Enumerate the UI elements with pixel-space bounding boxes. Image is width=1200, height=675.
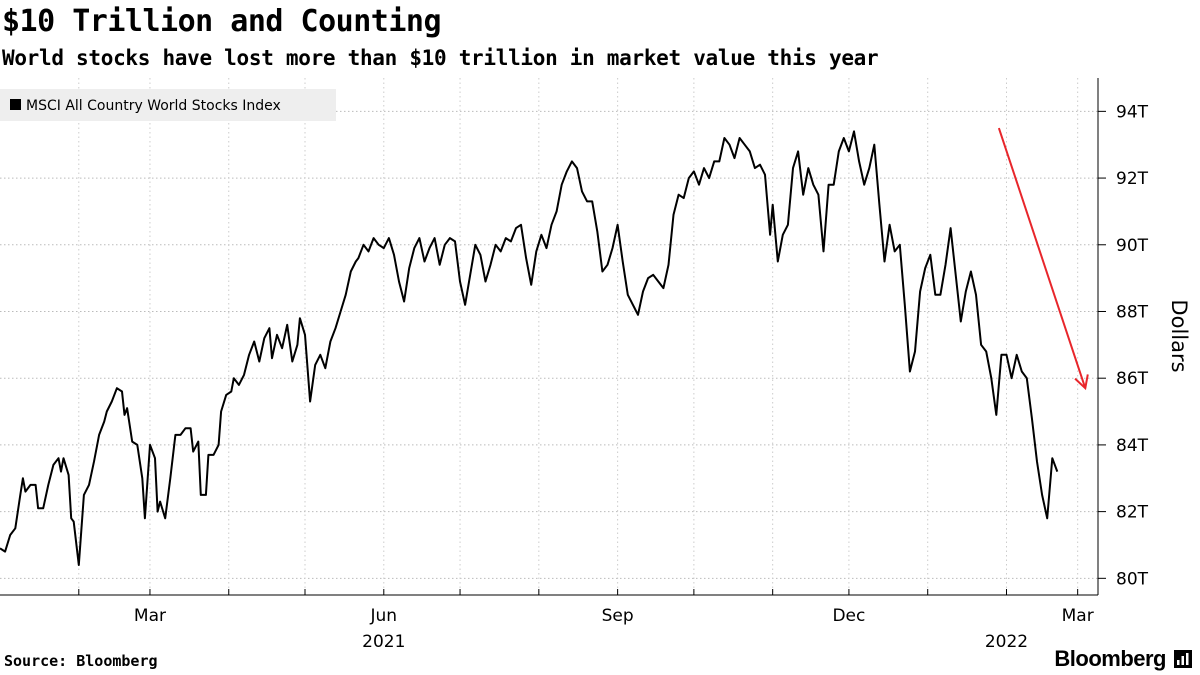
x-year-label: 2022	[985, 632, 1028, 650]
line-chart: 80T 82T 84T 86T 88T 90T 92T 94T Mar Jun Sep Dec Mar 2…	[0, 78, 1191, 650]
legend-entry: MSCI All Country World Stocks Index	[26, 98, 281, 114]
x-year-label: 2021	[362, 632, 405, 650]
bloomberg-logo: Bloomberg	[1054, 646, 1166, 671]
chart-title: $10 Trillion and Counting	[2, 4, 442, 39]
annotation-layer	[997, 127, 1089, 391]
x-grid-lines	[78, 78, 1079, 595]
legend-background	[0, 89, 336, 121]
legend-swatch	[10, 99, 21, 110]
y-axis-label: Dollars	[1167, 299, 1191, 372]
y-tick-label: 84T	[1116, 436, 1149, 456]
series-line-msci-acwi	[0, 130, 1059, 566]
annotation-arrow-line	[997, 127, 1087, 389]
axes: 80T 82T 84T 86T 88T 90T 92T 94T Mar Jun Sep Dec Mar 2…	[0, 78, 1149, 650]
x-tick-label: Mar	[134, 606, 166, 626]
x-tick-label: Jun	[370, 606, 398, 626]
y-tick-label: 94T	[1116, 102, 1149, 122]
y-tick-label: 86T	[1116, 369, 1149, 389]
series-layer	[0, 130, 1059, 566]
annotation-arrow-head	[1074, 374, 1089, 391]
source-note: Source: Bloomberg	[4, 652, 158, 670]
y-tick-label: 88T	[1116, 302, 1149, 322]
y-tick-label: 80T	[1116, 569, 1149, 589]
bloomberg-bars-icon	[1174, 650, 1192, 668]
legend: MSCI All Country World Stocks Index	[0, 89, 336, 121]
x-tick-label: Sep	[602, 606, 634, 626]
y-tick-label: 90T	[1116, 236, 1149, 256]
x-tick-label: Mar	[1062, 606, 1094, 626]
grid-lines	[0, 110, 1098, 579]
chart-subtitle: World stocks have lost more than $10 tri…	[2, 46, 879, 70]
y-tick-label: 82T	[1116, 503, 1149, 523]
x-tick-label: Dec	[832, 606, 865, 626]
y-tick-label: 92T	[1116, 169, 1149, 189]
